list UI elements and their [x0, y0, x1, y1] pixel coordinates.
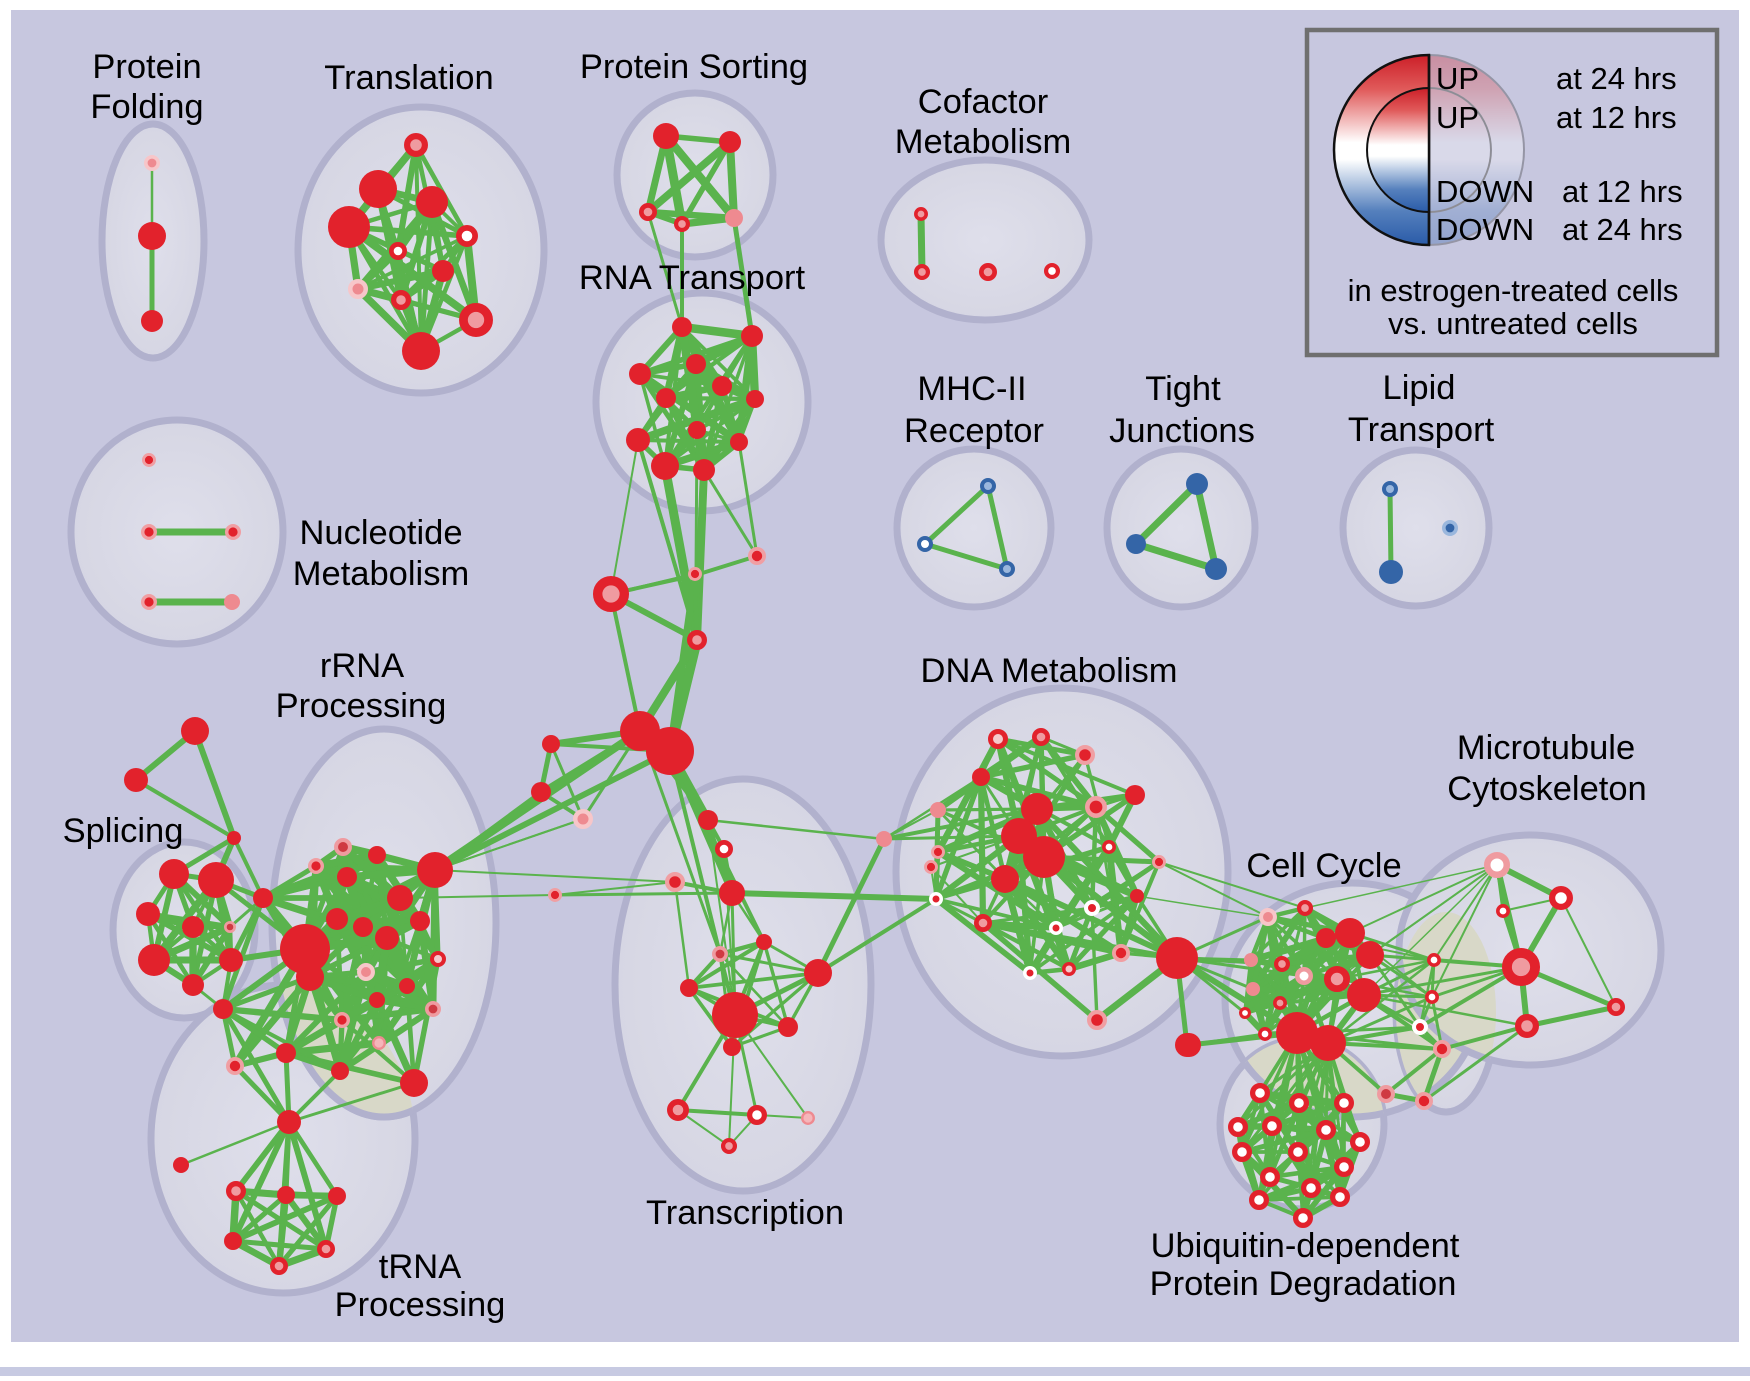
svg-text:Processing: Processing	[276, 687, 447, 725]
svg-text:DNA Metabolism: DNA Metabolism	[921, 652, 1178, 690]
svg-text:Transport: Transport	[1348, 411, 1495, 449]
svg-text:RNA Transport: RNA Transport	[579, 259, 806, 297]
svg-text:Microtubule: Microtubule	[1457, 729, 1635, 767]
svg-text:Splicing: Splicing	[63, 812, 184, 850]
svg-text:Protein Degradation: Protein Degradation	[1150, 1265, 1457, 1303]
svg-text:Tight: Tight	[1145, 370, 1221, 408]
svg-text:vs. untreated cells: vs. untreated cells	[1388, 306, 1638, 341]
svg-text:UP: UP	[1436, 61, 1479, 96]
svg-text:at 12 hrs: at 12 hrs	[1562, 174, 1683, 209]
svg-text:Cytoskeleton: Cytoskeleton	[1447, 770, 1646, 808]
svg-text:Transcription: Transcription	[646, 1194, 844, 1232]
svg-text:Cofactor: Cofactor	[918, 83, 1048, 121]
svg-text:DOWN: DOWN	[1436, 212, 1534, 247]
svg-text:rRNA: rRNA	[320, 647, 404, 685]
svg-text:in estrogen-treated cells: in estrogen-treated cells	[1348, 273, 1679, 308]
svg-text:Ubiquitin-dependent: Ubiquitin-dependent	[1151, 1227, 1460, 1265]
svg-text:UP: UP	[1436, 100, 1479, 135]
svg-text:Metabolism: Metabolism	[895, 123, 1071, 161]
svg-text:Metabolism: Metabolism	[293, 555, 469, 593]
svg-text:Protein Sorting: Protein Sorting	[580, 48, 808, 86]
svg-text:Nucleotide: Nucleotide	[299, 514, 462, 552]
svg-text:Junctions: Junctions	[1109, 412, 1255, 450]
svg-text:at 24 hrs: at 24 hrs	[1556, 61, 1677, 96]
svg-text:Processing: Processing	[335, 1286, 506, 1324]
svg-text:Lipid: Lipid	[1383, 369, 1456, 407]
svg-text:Protein: Protein	[92, 48, 201, 86]
svg-text:DOWN: DOWN	[1436, 174, 1534, 209]
svg-text:tRNA: tRNA	[379, 1248, 461, 1286]
svg-text:at 12 hrs: at 12 hrs	[1556, 100, 1677, 135]
svg-text:Cell Cycle: Cell Cycle	[1246, 847, 1401, 885]
svg-text:MHC-II: MHC-II	[917, 370, 1026, 408]
svg-text:Receptor: Receptor	[904, 412, 1044, 450]
svg-text:Folding: Folding	[90, 88, 203, 126]
svg-text:Translation: Translation	[324, 59, 493, 97]
svg-text:at 24 hrs: at 24 hrs	[1562, 212, 1683, 247]
